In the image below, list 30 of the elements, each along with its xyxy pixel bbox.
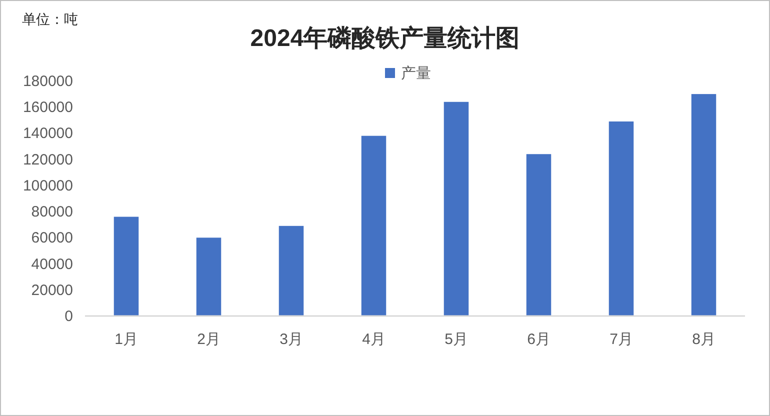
bar: [361, 136, 386, 316]
y-tick-label: 120000: [22, 151, 73, 168]
y-tick-label: 100000: [22, 177, 73, 194]
x-tick-label: 8月: [692, 331, 716, 348]
x-tick-label: 6月: [527, 331, 550, 348]
x-tick-label: 1月: [114, 331, 138, 348]
bar: [196, 238, 222, 316]
y-tick-label: 60000: [31, 230, 73, 247]
y-tick-label: 80000: [31, 204, 73, 221]
x-tick-label: 3月: [280, 331, 303, 348]
bar: [526, 154, 552, 316]
bar: [278, 226, 304, 316]
x-tick-label: 7月: [610, 331, 633, 348]
bar: [444, 102, 469, 316]
y-tick-label: 160000: [22, 99, 73, 116]
text: 单位：吨: [22, 11, 78, 27]
bar: [608, 121, 634, 316]
x-tick-label: 5月: [444, 331, 468, 348]
bar: [691, 94, 716, 316]
bar: [114, 216, 139, 316]
x-tick-label: 2月: [197, 331, 220, 348]
y-tick-label: 40000: [31, 256, 73, 273]
legend-label: 产量: [401, 65, 431, 82]
y-tick-label: 180000: [22, 73, 73, 90]
y-tick-label: 0: [64, 308, 73, 325]
x-tick-label: 4月: [362, 331, 386, 348]
legend: 产量: [385, 65, 431, 82]
chart-title: 2024年磷酸铁产量统计图: [250, 25, 520, 52]
y-tick-label: 140000: [22, 125, 73, 142]
y-tick-label: 20000: [31, 282, 73, 299]
